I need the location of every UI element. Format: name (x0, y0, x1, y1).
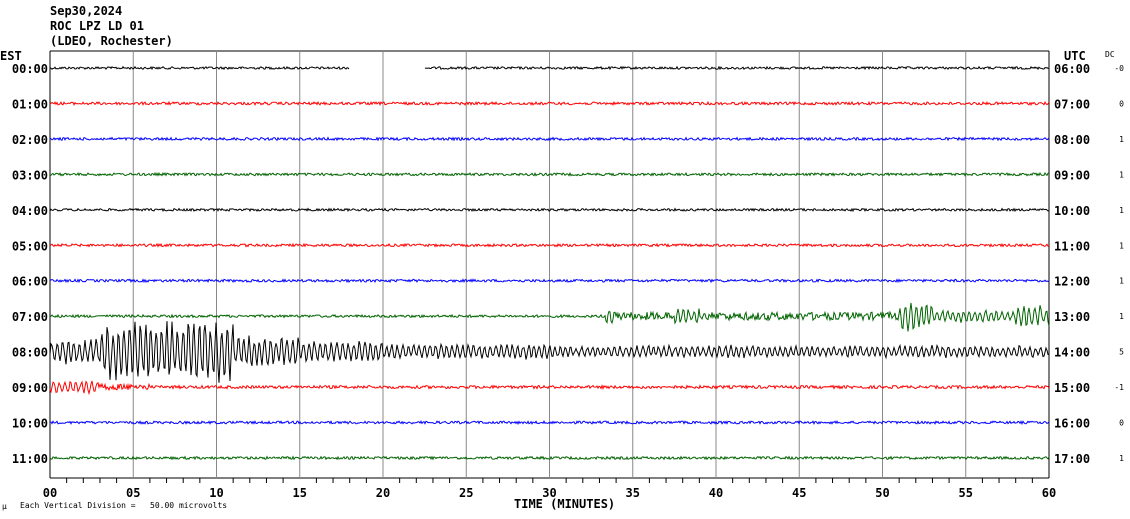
est-hour-label: 06:00 (12, 275, 48, 289)
seismic-trace-0100 (49, 100, 1050, 107)
dc-offset-value: 1 (1119, 135, 1124, 144)
utc-hour-label: 12:00 (1054, 275, 1090, 289)
utc-hour-label: 06:00 (1054, 62, 1090, 76)
utc-hour-label: 13:00 (1054, 310, 1090, 324)
seismic-trace-0000 (49, 65, 1050, 71)
utc-axis-title: UTC (1064, 49, 1086, 63)
x-tick-label: 15 (293, 486, 307, 500)
chart-date: Sep30,2024 (50, 4, 123, 18)
utc-hour-label: 09:00 (1054, 168, 1090, 182)
microvolt-mark: μ (2, 502, 7, 511)
scale-note: Each Vertical Division = 50.00 microvolt… (20, 501, 227, 510)
x-tick-label: 05 (126, 486, 140, 500)
seismic-trace-1000 (49, 420, 1050, 426)
x-tick-label: 30 (542, 486, 556, 500)
seismic-trace-1100 (49, 455, 1050, 461)
dc-offset-value: 0 (1119, 419, 1124, 428)
est-hour-label: 02:00 (12, 133, 48, 147)
seismic-trace-0400 (49, 207, 1050, 213)
est-hour-label: 07:00 (12, 310, 48, 324)
utc-hour-label: 17:00 (1054, 452, 1090, 466)
dc-column-title: DC (1105, 50, 1115, 59)
est-hour-label: 09:00 (12, 381, 48, 395)
seismic-trace-0600 (49, 278, 1050, 284)
utc-hour-label: 14:00 (1054, 346, 1090, 360)
utc-hour-label: 15:00 (1054, 381, 1090, 395)
dc-offset-value: 1 (1119, 206, 1124, 215)
station-network: (LDEO, Rochester) (50, 34, 173, 48)
est-hour-label: 10:00 (12, 417, 48, 431)
est-hour-label: 08:00 (12, 346, 48, 360)
utc-hour-label: 07:00 (1054, 97, 1090, 111)
est-hour-label: 01:00 (12, 97, 48, 111)
dc-offset-value: -0 (1114, 64, 1124, 73)
seismic-trace-0200 (49, 136, 1050, 142)
dc-offset-value: 0 (1119, 99, 1124, 108)
x-tick-label: 60 (1042, 486, 1056, 500)
utc-hour-label: 11:00 (1054, 239, 1090, 253)
est-hour-label: 03:00 (12, 168, 48, 182)
x-tick-label: 20 (376, 486, 390, 500)
dc-offset-value: 1 (1119, 277, 1124, 286)
station-name: ROC LPZ LD 01 (50, 19, 144, 33)
est-axis-title: EST (0, 49, 22, 63)
dc-offset-value: 1 (1119, 454, 1124, 463)
x-tick-label: 55 (959, 486, 973, 500)
seismic-trace-0500 (49, 242, 1050, 248)
x-axis-title: TIME (MINUTES) (514, 497, 615, 511)
est-hour-label: 05:00 (12, 239, 48, 253)
x-tick-label: 10 (209, 486, 223, 500)
dc-offset-value: -1 (1114, 383, 1124, 392)
seismic-trace-0700 (49, 302, 1050, 332)
dc-offset-value: 1 (1119, 312, 1124, 321)
dc-offset-value: 1 (1119, 170, 1124, 179)
x-tick-label: 50 (875, 486, 889, 500)
x-tick-label: 40 (709, 486, 723, 500)
seismic-trace-0300 (49, 171, 1050, 177)
est-hour-label: 11:00 (12, 452, 48, 466)
seismic-trace-0800 (49, 321, 1050, 383)
utc-hour-label: 16:00 (1054, 417, 1090, 431)
x-tick-label: 00 (43, 486, 57, 500)
dc-offset-value: 5 (1119, 348, 1124, 357)
est-hour-label: 00:00 (12, 62, 48, 76)
x-tick-label: 35 (626, 486, 640, 500)
seismic-trace-0900 (49, 380, 1050, 396)
x-tick-label: 25 (459, 486, 473, 500)
x-tick-label: 45 (792, 486, 806, 500)
dc-offset-value: 1 (1119, 241, 1124, 250)
est-hour-label: 04:00 (12, 204, 48, 218)
utc-hour-label: 10:00 (1054, 204, 1090, 218)
utc-hour-label: 08:00 (1054, 133, 1090, 147)
